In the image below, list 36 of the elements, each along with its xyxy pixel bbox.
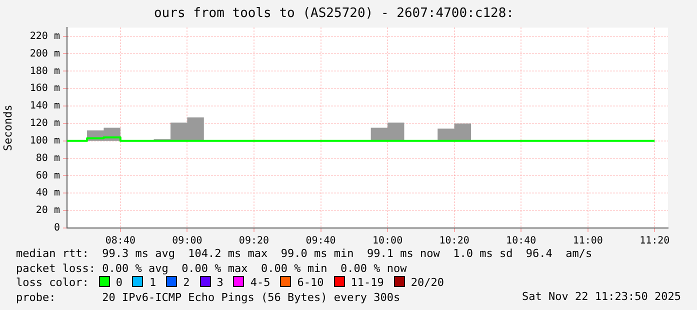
legend-label: 20/20: [410, 276, 444, 289]
chart-title: ours from tools to (AS25720) - 2607:4700:c128:: [154, 6, 514, 22]
x-tick-label: 10:00: [372, 236, 403, 247]
y-tick-label: 100 m: [30, 135, 60, 146]
x-tick-label: 11:00: [572, 236, 603, 247]
y-tick-label: 60 m: [36, 170, 60, 182]
x-tick-label: 08:40: [105, 236, 136, 247]
text: median rtt: 99.3 ms avg 104.2 ms max 99.0 ms min 99.1 ms now 1.0 ms sd 96.4 am/s: [16, 247, 592, 262]
x-tick-label: 10:20: [439, 236, 470, 247]
legend-label: 1: [149, 276, 156, 289]
y-tick-label: 220 m: [30, 30, 60, 42]
x-tick-label: 09:00: [172, 236, 202, 247]
legend-label: 11-19: [350, 276, 384, 289]
legend-label: 3: [216, 276, 224, 289]
y-tick-label: 120 m: [30, 118, 60, 130]
text: packet loss: 0.00 % avg 0.00 % max 0.00 % min 0.00 % now: [16, 262, 408, 276]
text: Sat Nov 22 11:23:50 2025: [522, 290, 681, 303]
y-tick-label: 40 m: [36, 188, 60, 199]
y-tick-label: 200 m: [30, 48, 60, 60]
legend-label: 6-10: [297, 276, 324, 289]
x-tick-label: 11:20: [640, 236, 670, 247]
y-axis-title: Seconds: [1, 104, 14, 151]
x-tick-label: 09:20: [238, 236, 270, 247]
y-tick-label: 160 m: [30, 83, 60, 94]
legend-label: 0: [116, 276, 122, 289]
y-tick-label: 180 m: [30, 66, 60, 77]
legend-label: 4-5: [250, 276, 270, 289]
y-tick-label: 20 m: [36, 205, 60, 216]
y-tick-label: 80 m: [36, 152, 60, 164]
text: loss color:: [16, 276, 89, 289]
text: probe: 20 IPv6-ICMP Echo Pings (56 Bytes) every 300s: [16, 290, 400, 304]
x-tick-label: 09:40: [306, 236, 336, 247]
y-tick-label: 140 m: [30, 100, 60, 112]
legend-label: 2: [183, 276, 190, 289]
x-tick-label: 10:40: [506, 236, 536, 247]
y-tick-label: 0: [54, 222, 60, 234]
